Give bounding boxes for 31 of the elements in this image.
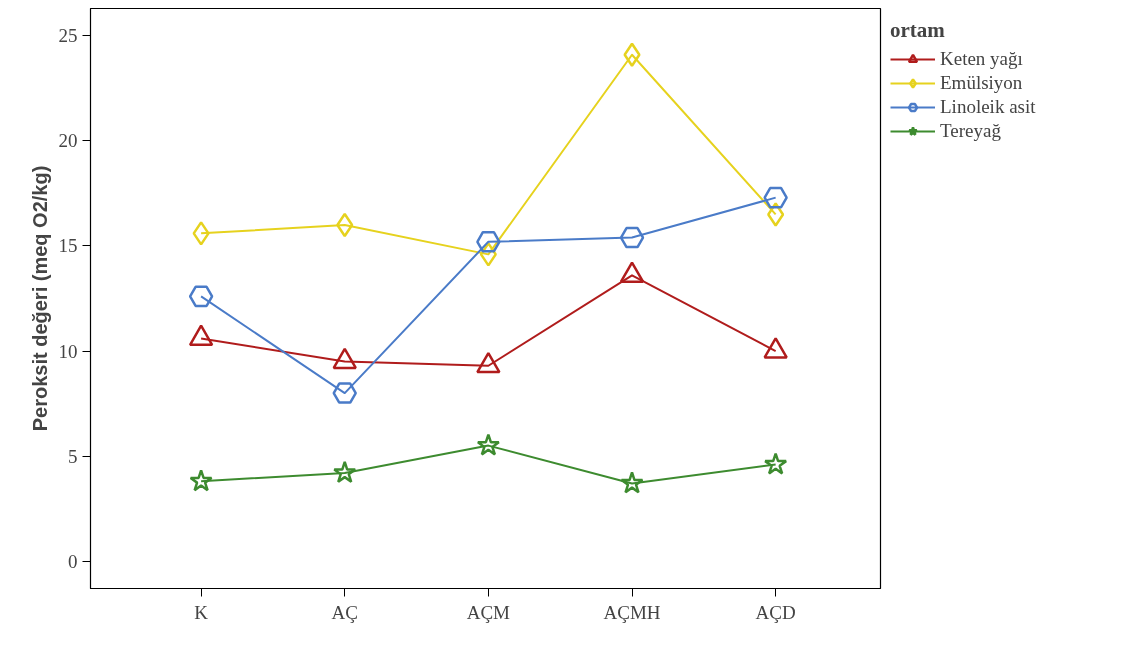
point [619,226,645,249]
point [476,433,501,456]
point [476,230,501,253]
legend-label: Keten yağı [940,48,1023,70]
point [763,452,788,475]
y-tick-label: 10 [58,340,78,362]
legend-label: Tereyağ [940,120,1001,142]
point [189,469,213,492]
point [188,285,214,308]
legend-label: Linoleik asit [940,96,1036,118]
point [620,471,644,494]
point [763,186,788,209]
y-tick-label: 20 [58,130,78,152]
point [192,221,210,246]
y-tick-label: 25 [58,25,78,47]
legend-title: ortam [890,18,946,43]
legend-label: Emülsiyon [940,72,1023,94]
point [623,42,641,67]
x-tick-label: K [194,601,209,623]
point [333,460,357,484]
point [479,242,497,267]
x-tick-label: AÇM [466,601,511,623]
y-tick-label: 5 [68,445,78,467]
x-tick-label: AÇMH [603,601,661,623]
y-axis-title: Peroksit değeri (meq O2/kg) [28,165,51,432]
point [332,382,357,404]
y-tick-label: 15 [58,235,78,257]
point [767,202,785,227]
y-tick-label: 0 [68,550,78,572]
x-tick-label: AÇD [755,601,796,623]
x-tick-label: AÇ [331,601,358,623]
